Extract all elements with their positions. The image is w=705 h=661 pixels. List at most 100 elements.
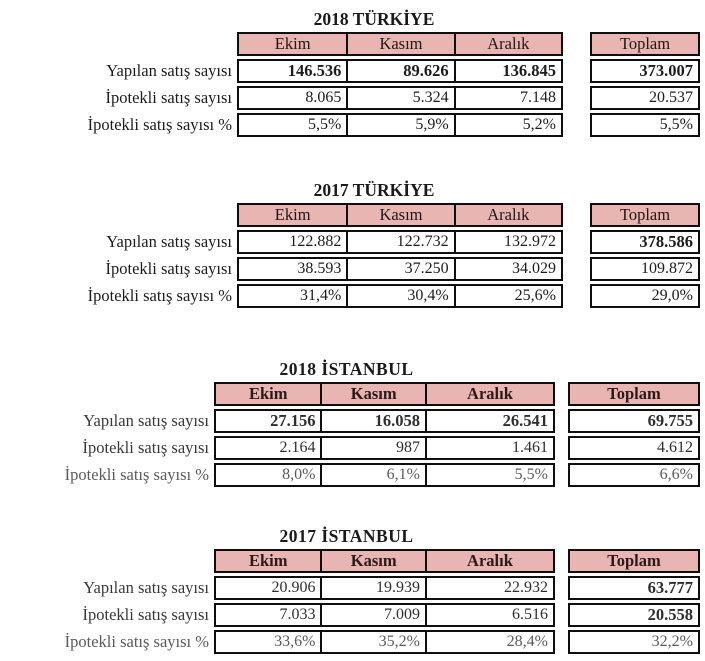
value-cell: 20.906 [271,579,316,596]
column-gap [563,203,590,227]
table-title: 2017 İSTANBUL [279,526,414,546]
value-cell: 5,2% [453,115,561,135]
table-row: İpotekli satış sayısı 8.065 5.324 7.148 20.5… [0,86,705,110]
header-spacer [0,203,237,227]
table-row: İpotekli satış sayısı 2.164 987 1.461 4.612 [0,436,705,460]
column-gap [563,257,590,281]
value-cell: 5.324 [346,88,453,108]
value-cell: 7.148 [453,88,561,108]
month-values-box: 27.156 16.058 26.541 [214,409,555,433]
row-label: İpotekli satış sayısı % [64,632,209,651]
column-header-2: Kasım [320,551,424,571]
column-gap [555,603,568,627]
table-row: İpotekli satış sayısı 38.593 37.250 34.029 1… [0,257,705,281]
column-gap [563,32,590,56]
total-header-box: Toplam [590,203,700,227]
total-value-cell: 20.537 [649,89,693,106]
total-value-cell: 69.755 [647,411,693,430]
value-cell: 6,1% [320,465,424,485]
value-cell: 26.541 [424,411,553,431]
value-cell: 7.033 [279,606,316,623]
month-values-box: 8,0% 6,1% 5,5% [214,463,555,487]
table-title-row: 2017 TÜRKİYE [0,179,705,201]
total-value-cell: 109.872 [641,260,693,277]
value-cell: 30,4% [346,286,453,306]
row-label: Yapılan satış sayısı [106,61,232,80]
value-cell: 19.939 [320,578,424,598]
total-column-header: Toplam [619,205,671,224]
column-header-3: Aralık [453,205,561,225]
value-cell: 7.009 [320,605,424,625]
table-2018-istanbul: 2018 İSTANBUL Ekim Kasım Aralık Toplam Yapıla… [0,358,705,487]
value-cell: 35,2% [320,632,424,652]
table-title: 2018 İSTANBUL [279,359,414,379]
value-cell: 34.029 [453,259,561,279]
column-header-1: Ekim [248,551,288,570]
table-header-row: Ekim Kasım Aralık Toplam [0,203,705,227]
table-title: 2018 TÜRKİYE [313,9,435,29]
row-label: İpotekli satış sayısı [82,605,210,624]
row-label: İpotekli satış sayısı % [87,115,232,134]
table-title-row: 2017 İSTANBUL [0,525,705,547]
table-row: Yapılan satış sayısı 20.906 19.939 22.932 63… [0,576,705,600]
table-header-row: Ekim Kasım Aralık Toplam [0,32,705,56]
column-gap [555,549,568,573]
column-header-2: Kasım [346,34,453,54]
header-spacer [0,549,214,573]
column-gap [563,230,590,254]
value-cell: 8,0% [282,466,316,483]
table-title-row: 2018 TÜRKİYE [0,8,705,30]
row-label: İpotekli satış sayısı % [64,465,209,484]
column-gap [555,436,568,460]
column-header-2: Kasım [346,205,453,225]
row-label: İpotekli satış sayısı [105,259,233,278]
month-header-box: Ekim Kasım Aralık [237,32,563,56]
value-cell: 25,6% [453,286,561,306]
table-2018-turkiye: 2018 TÜRKİYE Ekim Kasım Aralık Toplam Yapılan… [0,8,705,137]
column-header-1: Ekim [274,205,311,224]
month-values-box: 8.065 5.324 7.148 [237,86,563,110]
value-cell: 27.156 [270,411,316,430]
table-title: 2017 TÜRKİYE [313,180,435,200]
table-row: İpotekli satış sayısı % 31,4% 30,4% 25,6% 29… [0,284,705,308]
total-value-box: 69.755 [568,409,700,433]
value-cell: 33,6% [274,633,316,650]
table-row: İpotekli satış sayısı % 33,6% 35,2% 28,4% 32… [0,630,705,654]
column-gap [563,59,590,83]
total-value-cell: 373.007 [639,61,693,80]
value-cell: 5,5% [308,116,342,133]
table-row: Yapılan satış sayısı 146.536 89.626 136.845… [0,59,705,83]
total-value-box: 6,6% [568,463,700,487]
row-label: Yapılan satış sayısı [106,232,232,251]
column-gap [555,382,568,406]
total-value-cell: 63.777 [647,578,693,597]
column-gap [563,86,590,110]
header-spacer [0,32,237,56]
table-2017-turkiye: 2017 TÜRKİYE Ekim Kasım Aralık Toplam Yapılan… [0,179,705,308]
table-header-row: Ekim Kasım Aralık Toplam [0,549,705,573]
total-value-box: 20.537 [590,86,700,110]
value-cell: 89.626 [346,61,453,81]
row-label: İpotekli satış sayısı [82,438,210,457]
total-header-box: Toplam [590,32,700,56]
month-values-box: 5,5% 5,9% 5,2% [237,113,563,137]
value-cell: 38.593 [297,260,342,277]
month-values-box: 31,4% 30,4% 25,6% [237,284,563,308]
table-row: Yapılan satış sayısı 27.156 16.058 26.541 69… [0,409,705,433]
column-gap [563,284,590,308]
value-cell: 28,4% [424,632,553,652]
row-label: İpotekli satış sayısı [105,88,233,107]
column-header-3: Aralık [453,34,561,54]
value-cell: 2.164 [279,439,316,456]
row-label: İpotekli satış sayısı % [87,286,232,305]
month-values-box: 7.033 7.009 6.516 [214,603,555,627]
value-cell: 987 [320,438,424,458]
column-header-3: Aralık [424,551,553,571]
total-value-box: 63.777 [568,576,700,600]
total-value-cell: 32,2% [651,633,693,650]
month-values-box: 146.536 89.626 136.845 [237,59,563,83]
total-value-cell: 4.612 [657,439,693,456]
table-title-row: 2018 İSTANBUL [0,358,705,380]
total-value-box: 373.007 [590,59,700,83]
